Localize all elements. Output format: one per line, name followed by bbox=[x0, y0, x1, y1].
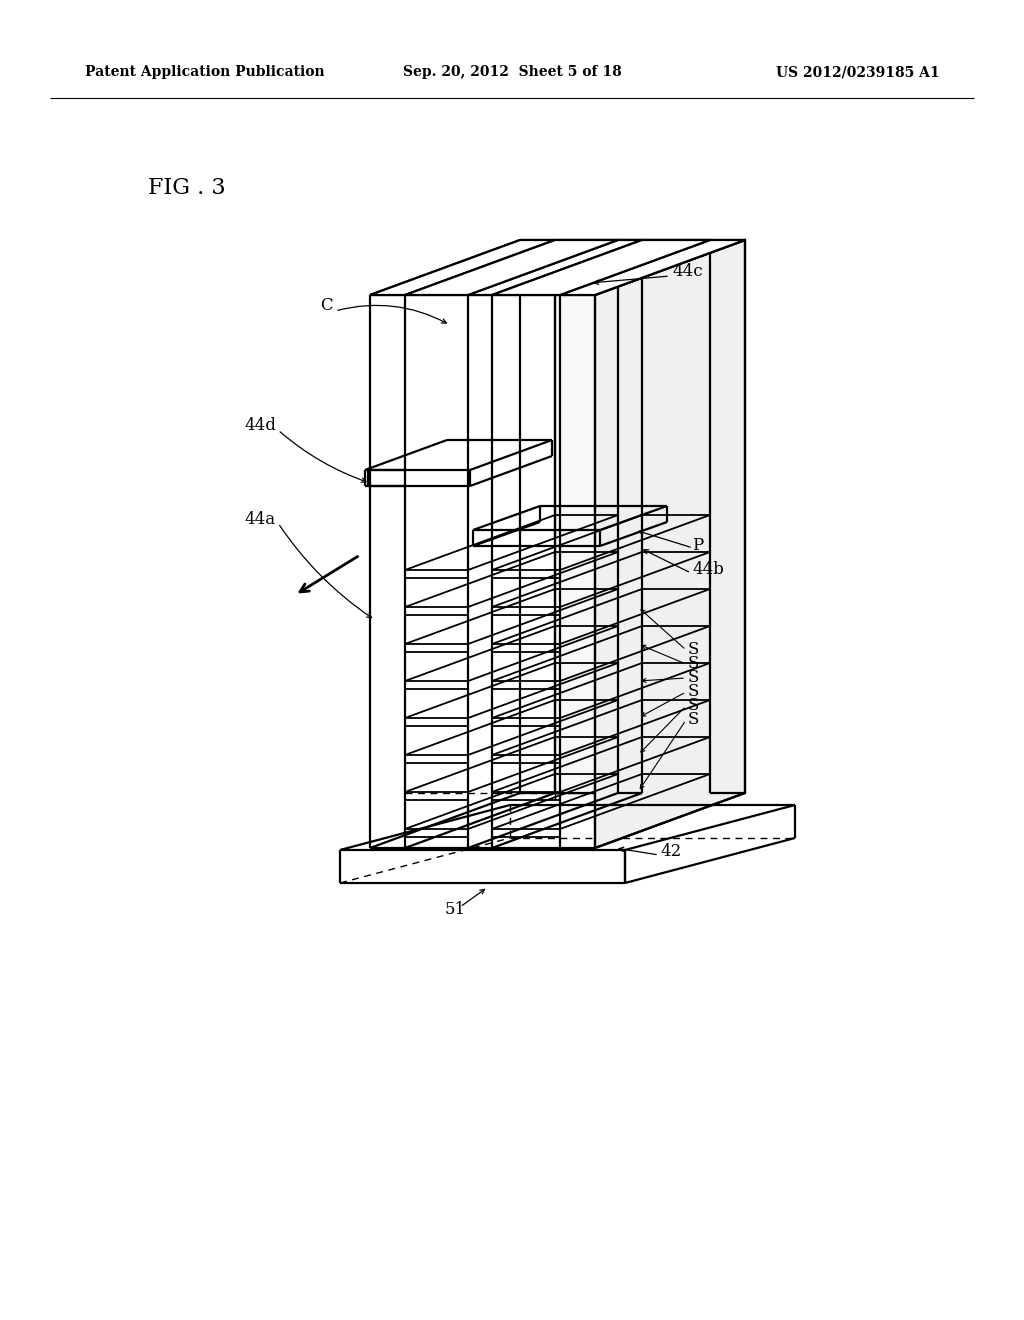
Text: FIG . 3: FIG . 3 bbox=[148, 177, 225, 199]
Text: 42: 42 bbox=[660, 843, 681, 861]
Text: US 2012/0239185 A1: US 2012/0239185 A1 bbox=[776, 65, 940, 79]
Polygon shape bbox=[406, 240, 618, 294]
Text: 44b: 44b bbox=[692, 561, 724, 578]
Polygon shape bbox=[370, 240, 555, 294]
Polygon shape bbox=[555, 240, 710, 793]
Text: Sep. 20, 2012  Sheet 5 of 18: Sep. 20, 2012 Sheet 5 of 18 bbox=[402, 65, 622, 79]
Text: P: P bbox=[692, 536, 703, 553]
Polygon shape bbox=[468, 240, 642, 294]
Text: 44c: 44c bbox=[672, 264, 702, 281]
Polygon shape bbox=[560, 240, 745, 294]
Text: S: S bbox=[688, 711, 699, 729]
Text: C: C bbox=[319, 297, 333, 314]
Polygon shape bbox=[595, 240, 745, 847]
Text: Patent Application Publication: Patent Application Publication bbox=[85, 65, 325, 79]
Text: S: S bbox=[688, 642, 699, 659]
Text: 44a: 44a bbox=[244, 511, 275, 528]
Text: 51: 51 bbox=[445, 902, 466, 919]
Text: S: S bbox=[688, 697, 699, 714]
Text: 44d: 44d bbox=[244, 417, 275, 434]
Polygon shape bbox=[492, 240, 710, 294]
Text: S: S bbox=[688, 684, 699, 701]
Text: S: S bbox=[688, 669, 699, 686]
Text: S: S bbox=[688, 656, 699, 672]
